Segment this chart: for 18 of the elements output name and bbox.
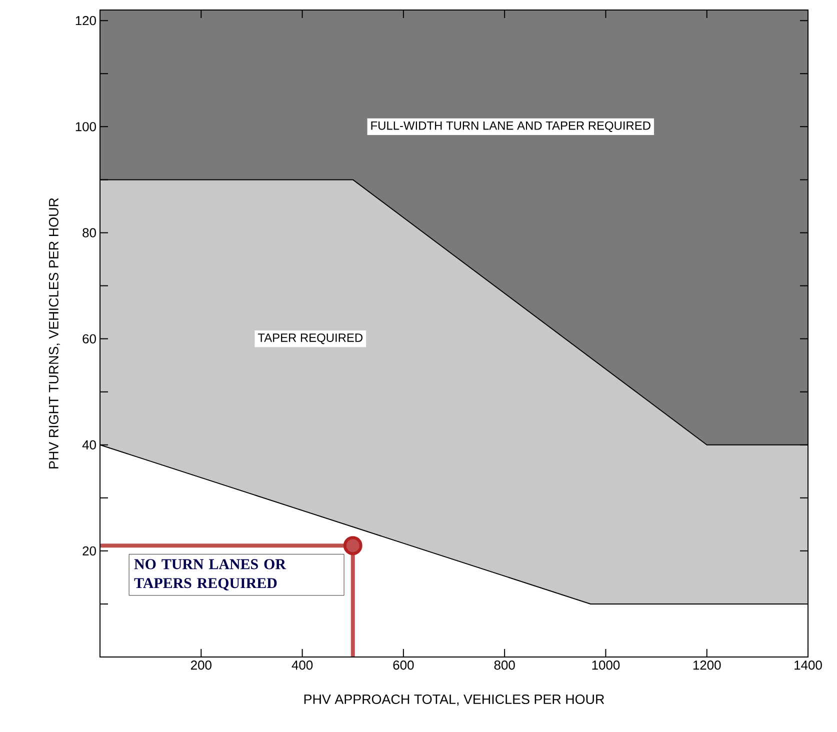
x-tick-label: 800 <box>494 660 515 670</box>
y-tick-label: 20 <box>82 546 96 556</box>
annotation: TAPER REQUIRED <box>258 334 362 344</box>
x-tick-label: 1200 <box>693 660 721 670</box>
y-tick-label: 40 <box>82 440 96 450</box>
y-tick-label: 80 <box>82 228 96 238</box>
y-axis-title: PHV RIGHT TURNS, VEHICLES PER HOUR <box>48 198 60 468</box>
x-tick-label: 200 <box>190 660 212 670</box>
y-tick-label: 120 <box>76 16 96 26</box>
y-tick-label: 100 <box>76 122 96 132</box>
x-tick-label: 600 <box>393 660 414 670</box>
y-tick-label: 60 <box>82 334 96 344</box>
x-tick-label: 1000 <box>592 660 620 670</box>
x-tick-label: 1400 <box>794 660 822 670</box>
annotation: FULL-WIDTH TURN LANE AND TAPER REQUIRED <box>371 121 650 132</box>
annotation: NO TURN LANES OR TAPERS REQUIRED <box>134 559 286 590</box>
x-axis-title: PHV APPROACH TOTAL, VEHICLES PER HOUR <box>304 694 604 706</box>
x-tick-label: 400 <box>292 660 313 670</box>
